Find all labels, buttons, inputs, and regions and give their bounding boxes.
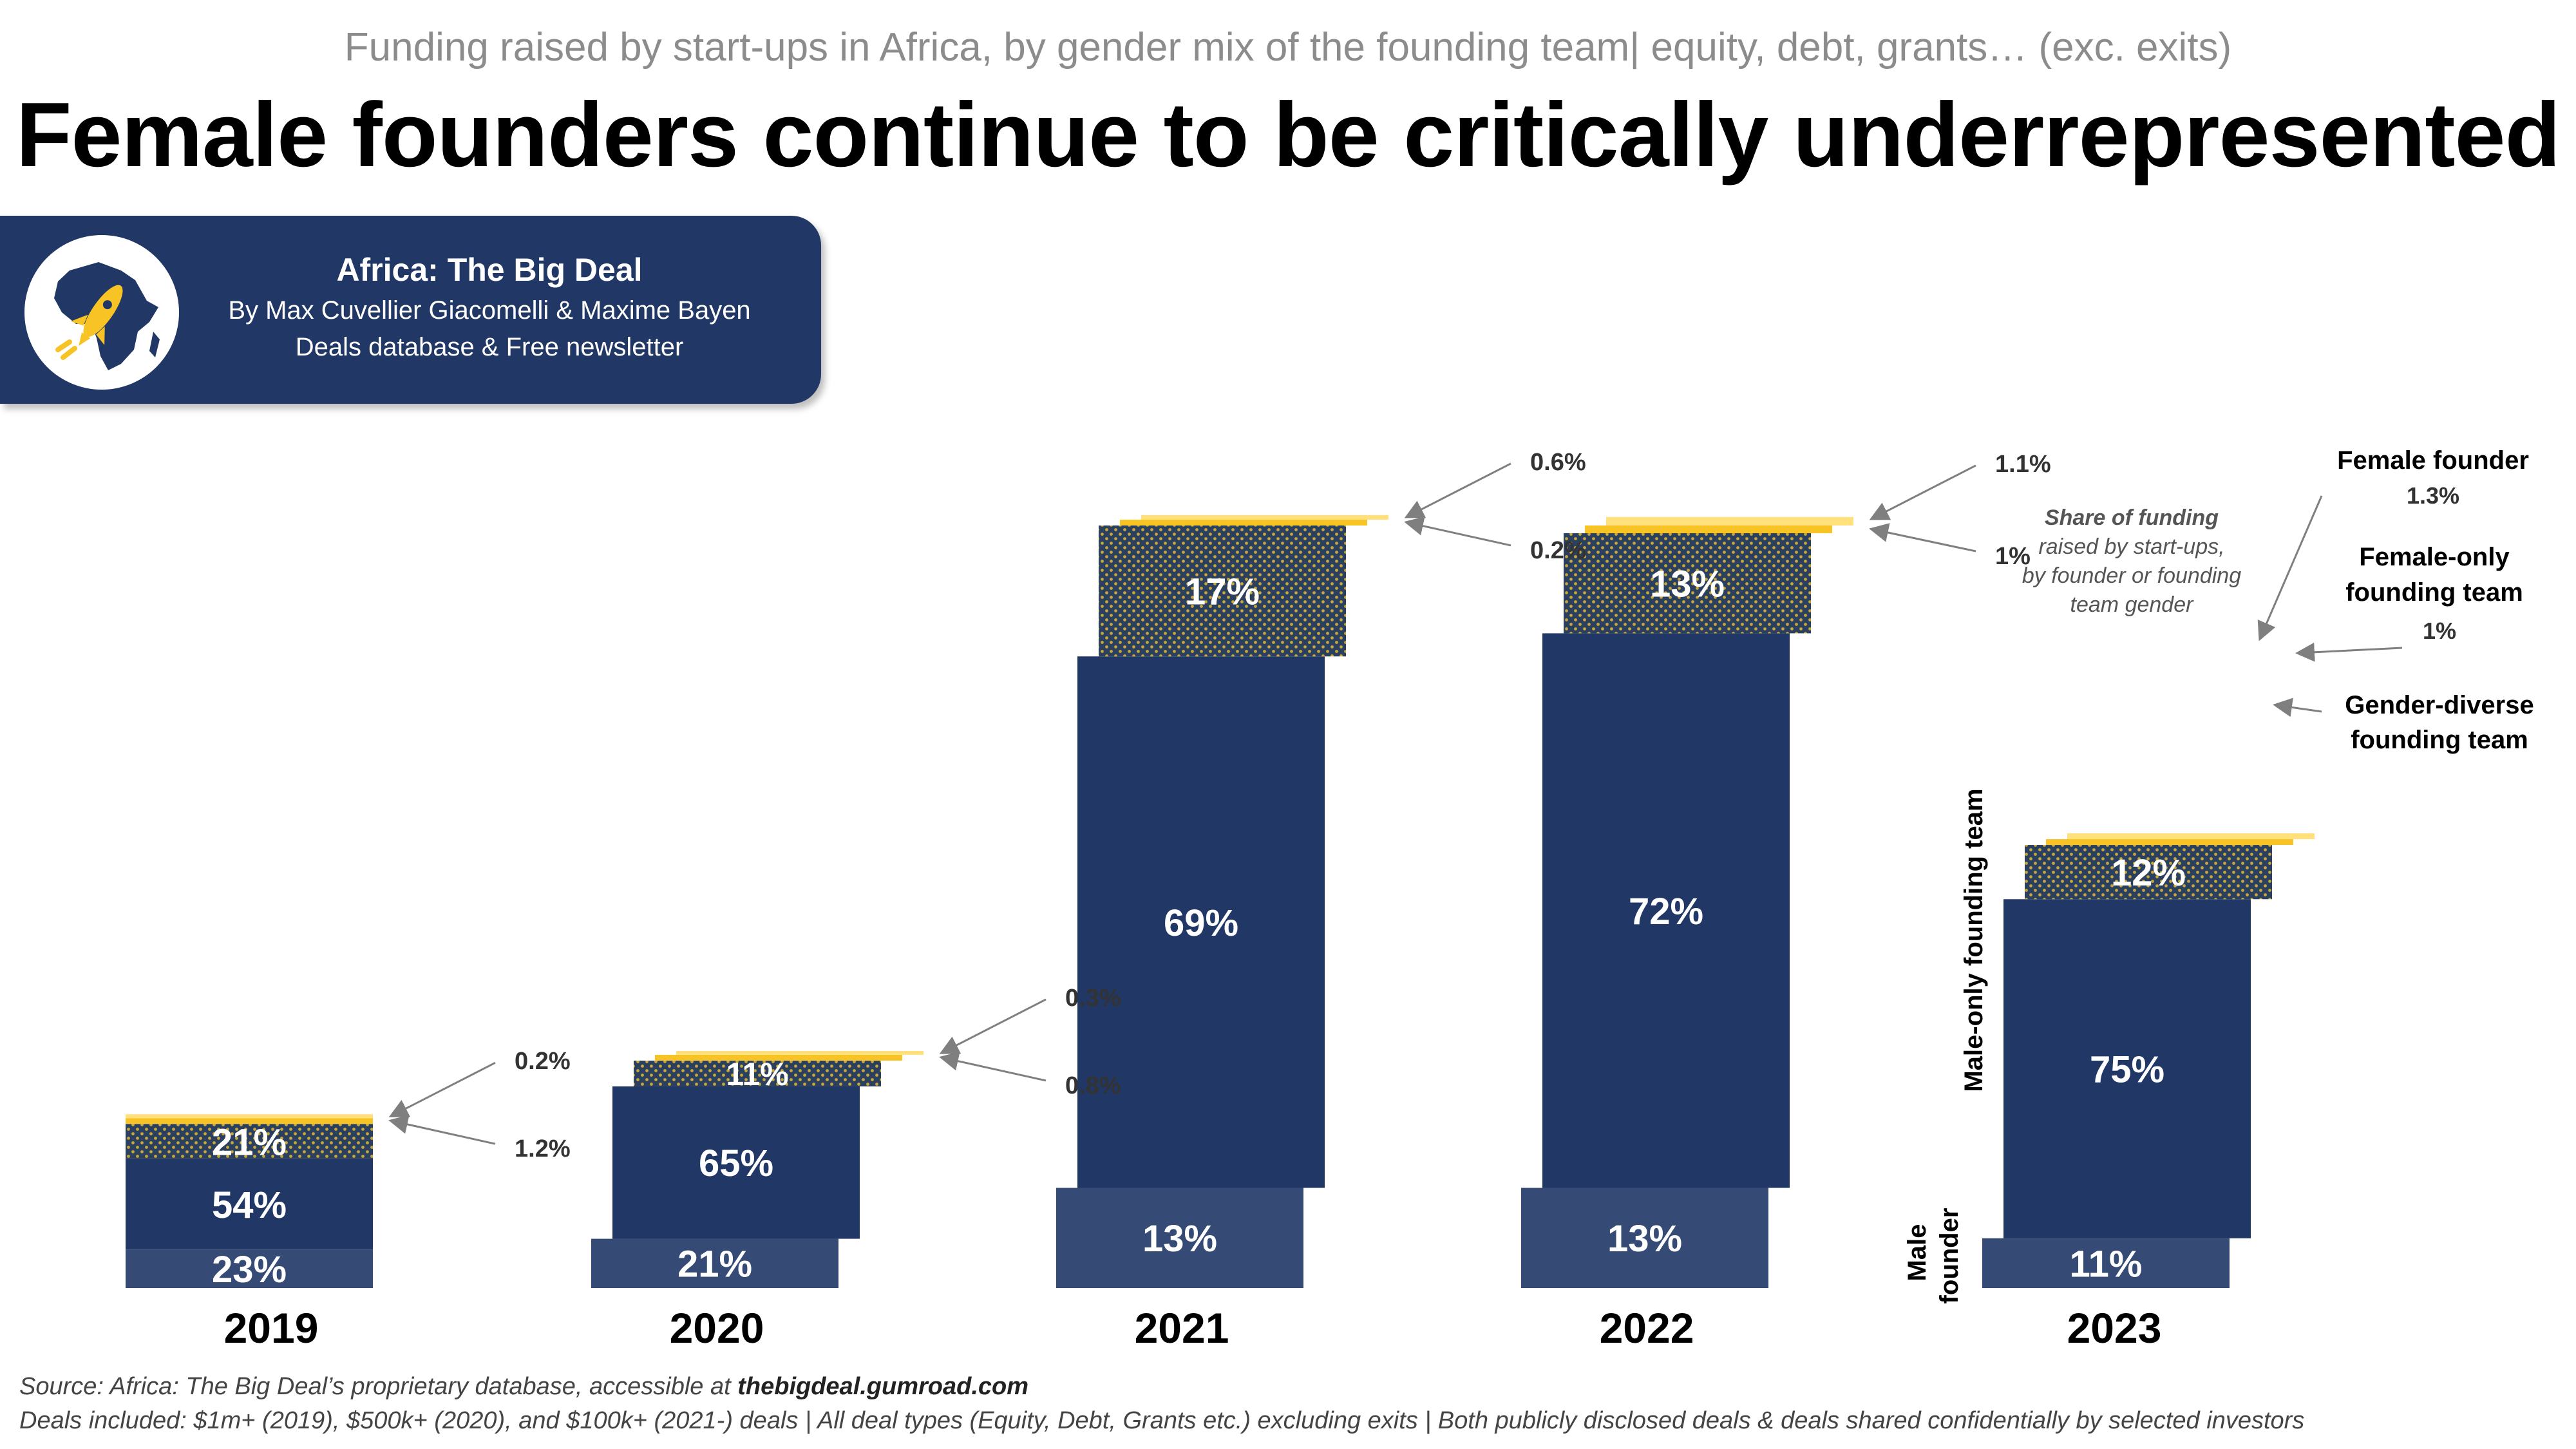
chart-subtitle: Funding raised by start-ups in Africa, b… <box>344 25 2232 70</box>
bar-gender-diverse-founding-team-2022 <box>1564 533 1811 634</box>
callout-arrow-female-founder-2020 <box>939 998 1046 1054</box>
bar-male-only-founding-team-2020 <box>612 1086 860 1239</box>
bar-female-only-founding-team-2021 <box>1120 519 1367 526</box>
chart-title: Female founders continue to be criticall… <box>15 84 2561 186</box>
source-prefix: Source: Africa: The Big Deal’s proprieta… <box>19 1373 738 1400</box>
bar-label-1-2023: 75% <box>2090 1048 2164 1090</box>
bar-female-only-founding-team-2022 <box>1585 525 1832 533</box>
bar-male-only-founding-team-2019 <box>126 1159 373 1250</box>
legend-male-founder-2: founder <box>1935 1208 1964 1304</box>
brand-tagline: Deals database & Free newsletter <box>295 333 684 361</box>
bar-label-2-2019: 21% <box>212 1121 287 1163</box>
bar-male-only-founding-team-2021 <box>1077 656 1325 1188</box>
callout-female-founder-2019: 0.2% <box>515 1048 571 1075</box>
bar-label-1-2021: 69% <box>1164 902 1238 944</box>
legend-female-only-1: Female-only <box>2359 543 2510 571</box>
brand-banner[interactable]: Africa: The Big Deal By Max Cuvellier Gi… <box>0 216 821 404</box>
callout-female-only-2019: 1.2% <box>515 1135 571 1162</box>
bar-label-1-2020: 65% <box>699 1142 773 1184</box>
share-note-line-1: raised by start-ups, <box>2038 535 2224 559</box>
bar-female-only-founding-team-2020 <box>655 1054 902 1061</box>
callout-female-only-2022: 1% <box>1995 543 2031 570</box>
bar-label-0-2022: 13% <box>1607 1218 1682 1260</box>
bar-male-only-founding-team-2023 <box>2003 899 2251 1238</box>
x-tick-2019: 2019 <box>224 1304 319 1352</box>
bar-label-0-2023: 11% <box>2070 1243 2143 1285</box>
callout-arrow-female-founder-2022 <box>1869 464 1976 520</box>
callout-female-only-2020: 0.8% <box>1065 1072 1121 1099</box>
bar-female-founder-2022 <box>1606 516 1853 526</box>
deals-note: Deals included: $1m+ (2019), $500k+ (202… <box>19 1407 2305 1434</box>
callout-arrow-female-founder-2021 <box>1404 462 1511 518</box>
callout-arrow-female-founder-2023 <box>2257 495 2323 641</box>
bar-label-2-2022: 13% <box>1650 564 1725 605</box>
bar-male-founder-2021 <box>1056 1188 1303 1288</box>
bar-gender-diverse-founding-team-2021 <box>1099 525 1346 657</box>
bar-female-founder-2023 <box>2067 833 2315 840</box>
x-tick-2023: 2023 <box>2067 1304 2162 1352</box>
bar-label-2-2021: 17% <box>1185 571 1260 613</box>
legend-female-only-2: founding team <box>2345 578 2523 607</box>
callout-female-founder-2022: 1.1% <box>1995 451 2051 478</box>
callout-arrow-female-only-2023 <box>2295 642 2403 662</box>
bar-label-1-2022: 72% <box>1629 891 1703 933</box>
x-tick-2021: 2021 <box>1135 1304 1229 1352</box>
share-note-line-0: Share of funding <box>2045 506 2219 530</box>
bar-male-founder-2023 <box>1982 1238 2230 1288</box>
callout-female-only-2023: 1% <box>2423 618 2456 644</box>
legend-male-only: Male-only founding team <box>1960 788 1988 1092</box>
bar-male-founder-2019 <box>126 1249 373 1288</box>
x-tick-2020: 2020 <box>670 1304 764 1352</box>
bar-female-only-founding-team-2023 <box>2046 839 2293 846</box>
callout-female-founder-2023: 1.3% <box>2407 482 2459 509</box>
legend-male-founder-1: Male <box>1903 1224 1931 1282</box>
bar-label-2-2020: 11% <box>726 1056 788 1092</box>
callout-arrow-gender-diverse-2023 <box>2273 697 2322 717</box>
bar-label-0-2020: 21% <box>677 1244 752 1285</box>
legend-female-founder: Female founder <box>2337 446 2529 475</box>
bar-male-only-founding-team-2022 <box>1542 633 1790 1188</box>
share-note-line-2: by founder or founding <box>2022 564 2241 588</box>
legend-gender-diverse-1: Gender-diverse <box>2345 691 2533 719</box>
bar-gender-diverse-founding-team-2023 <box>2025 845 2272 900</box>
bar-label-0-2019: 23% <box>212 1249 287 1291</box>
bar-label-0-2021: 13% <box>1142 1218 1217 1260</box>
source-note: Source: Africa: The Big Deal’s proprieta… <box>19 1373 1028 1401</box>
brand-name: Africa: The Big Deal <box>336 252 643 288</box>
brand-authors: By Max Cuvellier Giacomelli & Maxime Bay… <box>228 296 751 325</box>
bar-female-founder-2020 <box>676 1050 923 1055</box>
bar-male-founder-2020 <box>591 1238 838 1288</box>
callout-arrow-female-only-2021 <box>1404 516 1511 547</box>
callout-female-founder-2021: 0.6% <box>1530 449 1586 476</box>
bar-female-founder-2019 <box>126 1114 373 1119</box>
source-link[interactable]: thebigdeal.gumroad.com <box>737 1373 1029 1400</box>
bar-label-1-2019: 54% <box>212 1184 287 1226</box>
bar-label-2-2023: 12% <box>2111 852 2186 894</box>
callout-female-founder-2020: 0.3% <box>1065 985 1121 1012</box>
bar-gender-diverse-founding-team-2019 <box>126 1124 373 1159</box>
x-tick-2022: 2022 <box>1600 1304 1694 1352</box>
callout-arrow-female-only-2019 <box>388 1115 496 1145</box>
bar-female-only-founding-team-2019 <box>126 1118 373 1124</box>
callout-female-only-2021: 0.2% <box>1530 537 1586 564</box>
bar-gender-diverse-founding-team-2020 <box>634 1060 881 1086</box>
callout-arrow-female-only-2020 <box>939 1051 1046 1082</box>
bar-male-founder-2022 <box>1521 1188 1768 1288</box>
bar-female-founder-2021 <box>1141 515 1388 520</box>
callout-arrow-female-founder-2019 <box>388 1061 496 1117</box>
africa-rocket-icon <box>24 235 179 390</box>
legend-gender-diverse-2: founding team <box>2351 726 2528 754</box>
share-note-line-3: team gender <box>2070 592 2195 617</box>
callout-arrow-female-only-2022 <box>1869 523 1976 553</box>
